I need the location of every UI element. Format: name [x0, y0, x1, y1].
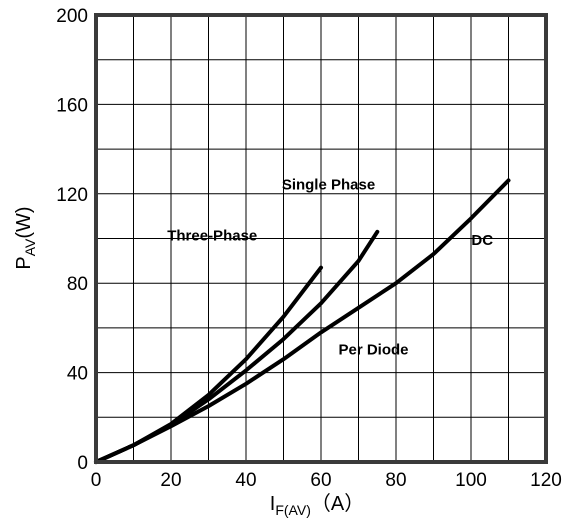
x-tick-label: 20: [160, 470, 181, 491]
x-axis-title: IF(AV)（A）: [270, 492, 364, 518]
series-group: [94, 178, 511, 464]
y-axis-title-main: P: [13, 256, 35, 269]
y-tick-label: 200: [56, 6, 88, 27]
x-tick-label: 80: [385, 470, 406, 491]
series-line-single-phase: [94, 229, 380, 464]
grid: [96, 15, 546, 462]
x-tick-label: 60: [310, 470, 331, 491]
series-line-dc: [94, 178, 511, 464]
y-axis-title: PAV(W): [13, 206, 38, 269]
y-tick-label: 0: [77, 453, 88, 474]
y-tick-label: 80: [67, 274, 88, 295]
annotation-dc: DC: [471, 232, 493, 249]
y-axis-title-unit: (W): [13, 206, 35, 238]
annotation-single-phase: Single Phase: [282, 176, 375, 193]
x-tick-labels: 0 20 40 60 80 100 120: [91, 470, 562, 491]
plot-frame: [94, 13, 548, 464]
y-tick-label: 160: [56, 95, 88, 116]
x-axis-title-main: I: [270, 493, 276, 515]
annotations: Three-Phase Single Phase DC Per Diode: [167, 176, 493, 358]
x-tick-label: 120: [530, 470, 562, 491]
y-tick-label: 40: [67, 364, 88, 385]
x-tick-label: 0: [91, 470, 102, 491]
y-axis-title-sub: AV: [22, 238, 38, 256]
y-tick-labels: 0 40 80 120 160 200: [56, 6, 88, 474]
annotation-three-phase: Three-Phase: [167, 228, 257, 245]
x-tick-label: 100: [455, 470, 487, 491]
y-tick-label: 120: [56, 185, 88, 206]
x-tick-label: 40: [235, 470, 256, 491]
annotation-per-diode: Per Diode: [338, 342, 408, 359]
x-axis-title-sub: F(AV): [275, 502, 311, 518]
x-axis-title-unit: （A）: [311, 492, 364, 515]
